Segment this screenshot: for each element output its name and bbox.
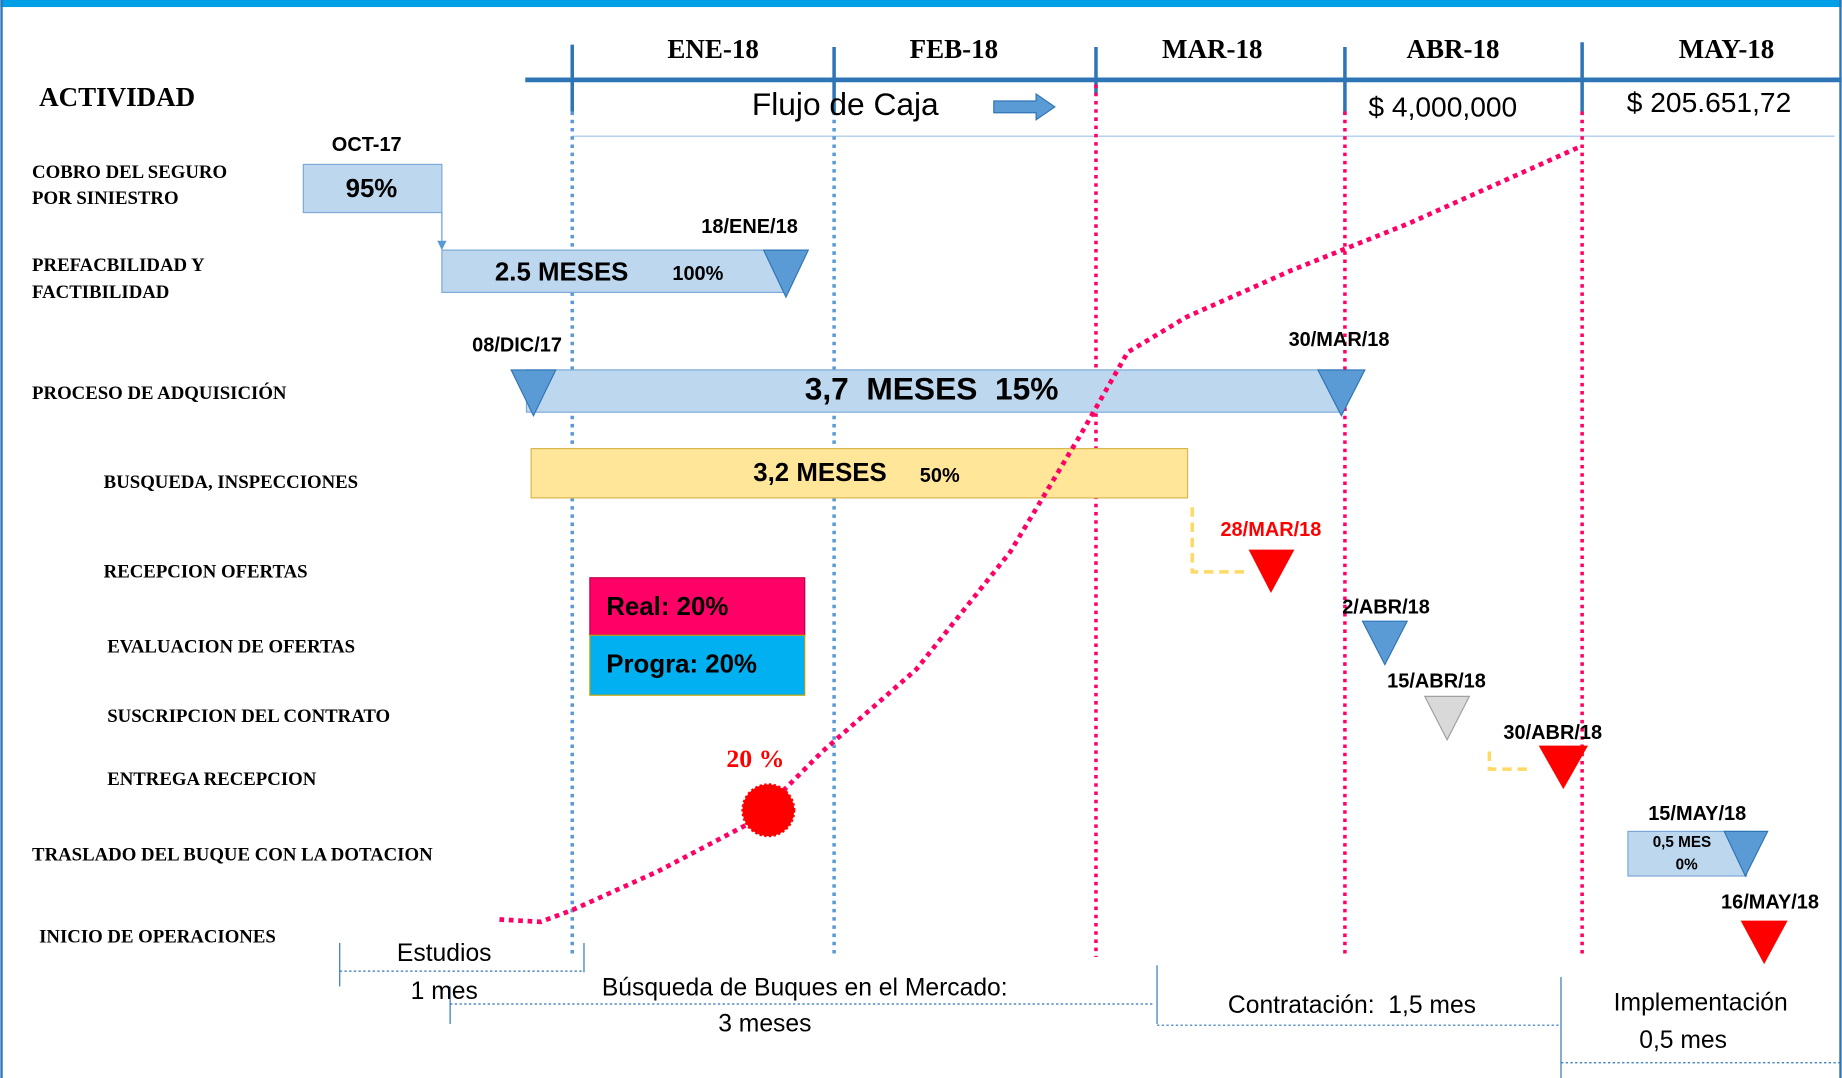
month-label: ABR-18 [1406, 34, 1499, 64]
date-label: 08/DIC/17 [472, 335, 562, 357]
progress-point [741, 783, 796, 838]
amount: $ 4,000,000 [1368, 91, 1517, 123]
task-bar [441, 249, 786, 293]
activity-name: EVALUACION DE OFERTAS [107, 637, 355, 658]
milestone [1538, 745, 1588, 790]
activity-name: PROCESO DE ADQUISICIÓN [32, 382, 287, 404]
task-bar [530, 447, 1189, 499]
task-label: 0,5 MES [1653, 834, 1711, 851]
task-label: 2.5 MESES [495, 258, 629, 286]
task-progress: 0% [1676, 856, 1698, 873]
phase-brackets [339, 942, 1842, 1078]
cash-flow-label: Flujo de Caja [752, 86, 939, 122]
activity-name: RECEPCION OFERTAS [104, 561, 308, 582]
activity-name: COBRO DEL SEGURO [32, 162, 227, 183]
milestone-date: 28/MAR/18 [1220, 519, 1321, 541]
date-label: 30/MAR/18 [1289, 329, 1390, 351]
task-bar [525, 369, 1342, 413]
milestone [1316, 369, 1366, 417]
task-label: 3,7 MESES 15% [805, 370, 1059, 406]
activity-name: SUSCRIPCION DEL CONTRATO [107, 706, 390, 727]
activity-name: POR SINIESTRO [32, 188, 179, 209]
activity-name: PREFACBILIDAD Y [32, 255, 205, 276]
timeline-ticks [570, 42, 1584, 114]
task-label: 3,2 MESES [753, 459, 887, 487]
task-progress: 100% [672, 263, 723, 285]
milestone-date: 2/ABR/18 [1342, 597, 1430, 619]
milestone [1248, 549, 1295, 594]
activity-name: INICIO DE OPERACIONES [39, 927, 276, 948]
milestone [1361, 620, 1409, 666]
legend-label: Real: 20% [606, 593, 728, 621]
phase-duration: 0,5 mes [1639, 1027, 1727, 1054]
phase-name: Estudios [397, 940, 492, 967]
legend-label: Progra: 20% [606, 651, 757, 679]
date-label: 18/ENE/18 [701, 216, 798, 238]
milestone-date: 16/MAY/18 [1721, 891, 1819, 913]
phase-duration: 1 mes [411, 978, 478, 1005]
task-progress: 50% [920, 465, 960, 487]
date-label: 15/MAY/18 [1648, 803, 1746, 825]
milestone-date: 15/ABR/18 [1387, 671, 1486, 693]
month-label: FEB-18 [910, 34, 999, 64]
milestone [510, 369, 557, 418]
milestone [1740, 920, 1788, 965]
phase-name: Contratación: 1,5 mes [1228, 992, 1476, 1019]
month-label: MAR-18 [1162, 34, 1262, 64]
phase-duration: 3 meses [718, 1011, 811, 1038]
phase-name: Búsqueda de Buques en el Mercado: [602, 974, 1008, 1001]
activity-name: ENTREGA RECEPCION [107, 769, 317, 790]
milestone-date: 30/ABR/18 [1503, 722, 1602, 744]
activity-name: BUSQUEDA, INSPECCIONES [104, 472, 358, 493]
month-label: MAY-18 [1679, 34, 1775, 64]
phase-name: Implementación [1614, 990, 1788, 1017]
legend-programmed [589, 634, 806, 696]
month-label: ENE-18 [667, 34, 759, 64]
activity-name: FACTIBILIDAD [32, 282, 169, 303]
milestone [1423, 695, 1471, 742]
milestone [1723, 830, 1769, 878]
dashed-link [1487, 751, 1533, 771]
legend-real [589, 577, 806, 636]
connector-head [437, 240, 447, 251]
amount: $ 205.651,72 [1627, 86, 1792, 118]
curve-label: 20 % [726, 744, 784, 773]
task-label: 95% [346, 175, 398, 203]
activity-name: TRASLADO DEL BUQUE CON LA DOTACION [32, 844, 433, 865]
arrow [993, 92, 1056, 121]
column-header: ACTIVIDAD [39, 82, 195, 112]
task-bar [302, 163, 443, 214]
top-border [0, 0, 1842, 8]
progress-curve [499, 144, 1581, 925]
milestone [762, 249, 810, 299]
date-label: OCT-17 [332, 134, 402, 156]
dashed-link [1190, 507, 1246, 574]
